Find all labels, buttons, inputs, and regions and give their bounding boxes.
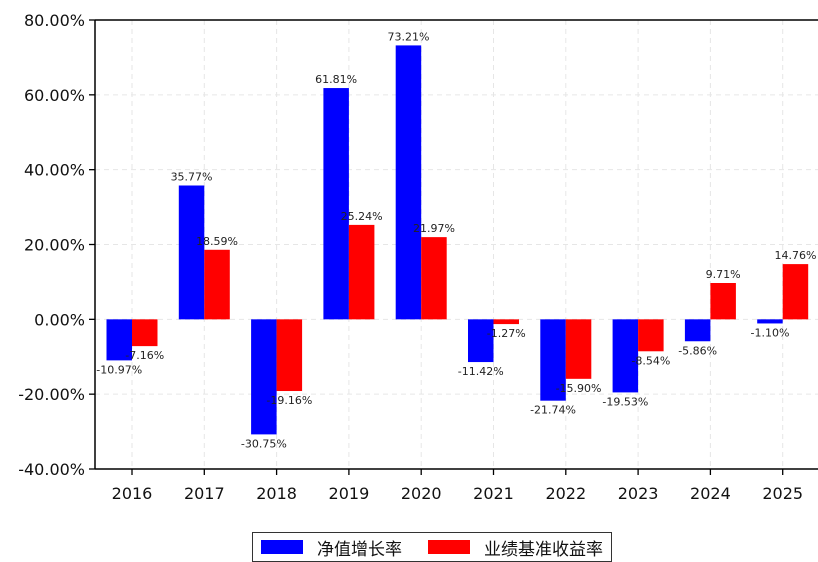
data-label-nav-growth: 73.21%	[387, 30, 429, 43]
bar-nav-growth	[106, 319, 132, 361]
bar-nav-growth	[395, 45, 422, 320]
legend-item-nav-growth: 净值增长率	[261, 535, 402, 560]
y-tick-label: 60.00%	[24, 86, 85, 105]
bar-nav-growth	[757, 319, 783, 324]
data-label-nav-growth: -19.53%	[602, 395, 648, 408]
bar-benchmark	[204, 249, 230, 320]
legend-swatch-benchmark	[428, 540, 470, 554]
bar-nav-growth	[540, 319, 566, 401]
x-tick-label: 2022	[545, 484, 586, 503]
x-tick-label: 2020	[401, 484, 442, 503]
x-tick-label: 2017	[184, 484, 225, 503]
data-label-nav-growth: -5.86%	[678, 344, 717, 357]
data-label-benchmark: -1.27%	[487, 327, 526, 340]
y-tick-label: -40.00%	[18, 460, 85, 479]
x-tick-label: 2016	[112, 484, 153, 503]
data-label-nav-growth: 61.81%	[315, 73, 357, 86]
bar-benchmark	[348, 224, 375, 320]
bar-benchmark	[421, 237, 447, 320]
y-tick-label: 40.00%	[24, 161, 85, 180]
legend: 净值增长率 业绩基准收益率	[252, 532, 612, 562]
data-label-benchmark: 18.59%	[196, 235, 238, 248]
data-label-benchmark: 25.24%	[341, 210, 383, 223]
x-tick-label: 2018	[256, 484, 297, 503]
bar-benchmark	[565, 319, 592, 379]
data-label-benchmark: 21.97%	[413, 222, 455, 235]
bar-nav-growth	[323, 88, 349, 320]
data-labels-group: -10.97%-7.16% 35.77% 18.59% -30.75% -19.16% 6…	[96, 30, 816, 450]
bar-benchmark	[276, 319, 303, 392]
legend-item-benchmark: 业绩基准收益率	[428, 535, 603, 560]
bar-benchmark	[132, 319, 158, 347]
x-tick-label: 2024	[690, 484, 731, 503]
y-tick-label: -20.00%	[18, 385, 85, 404]
data-label-nav-growth: -30.75%	[241, 437, 287, 450]
x-tick-label: 2021	[473, 484, 514, 503]
bar-benchmark	[638, 319, 664, 352]
data-label-nav-growth: -11.42%	[458, 365, 504, 378]
data-label-nav-growth: -1.10%	[750, 326, 789, 339]
axes	[89, 19, 818, 475]
data-label-nav-growth: 35.77%	[171, 170, 213, 183]
data-label-nav-growth: -10.97%	[96, 363, 142, 376]
bar-benchmark	[710, 283, 736, 320]
data-label-benchmark: -8.54%	[631, 354, 670, 367]
x-tick-label: 2019	[329, 484, 370, 503]
data-label-benchmark: 14.76%	[774, 249, 816, 262]
x-tick-label: 2025	[762, 484, 803, 503]
legend-label-nav-growth: 净值增长率	[317, 539, 402, 560]
x-tick-label: 2023	[618, 484, 659, 503]
bar-nav-growth	[684, 319, 711, 342]
bar-benchmark	[782, 264, 809, 320]
bar-nav-growth	[612, 319, 639, 393]
bar-nav-growth	[251, 319, 277, 435]
legend-label-benchmark: 业绩基准收益率	[484, 539, 603, 560]
y-tick-label: 0.00%	[34, 310, 85, 329]
data-label-benchmark: -15.90%	[556, 382, 602, 395]
data-label-benchmark: 9.71%	[706, 268, 741, 281]
bar-benchmark	[493, 319, 519, 325]
data-label-benchmark: -19.16%	[266, 394, 312, 407]
y-tick-label: 80.00%	[24, 11, 85, 30]
tick-labels-group: -40.00% -20.00% 0.00% 20.00% 40.00% 60.00% 80.…	[18, 11, 803, 503]
y-tick-label: 20.00%	[24, 236, 85, 255]
data-label-benchmark: -7.16%	[125, 349, 164, 362]
bars-group	[106, 45, 809, 435]
bar-nav-growth	[178, 185, 205, 320]
data-label-nav-growth: -21.74%	[530, 404, 576, 417]
legend-swatch-nav-growth	[261, 540, 303, 554]
bar-nav-growth	[468, 319, 494, 363]
